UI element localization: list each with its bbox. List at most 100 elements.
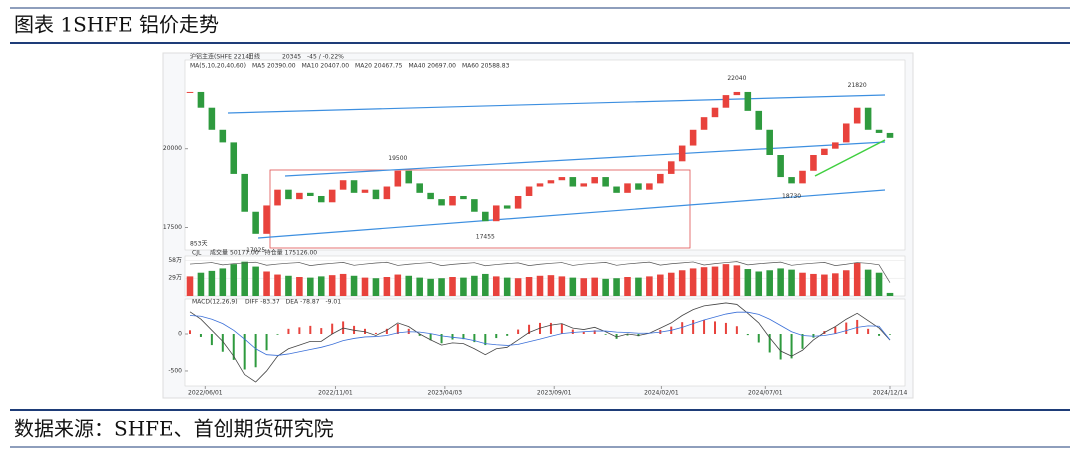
macd-bar	[582, 331, 585, 334]
volume-bar	[536, 275, 544, 296]
candle	[580, 183, 588, 187]
volume-bar	[755, 271, 763, 296]
volume-bar	[492, 276, 500, 296]
macd-bar	[681, 322, 684, 334]
legend-label: 成交量	[210, 249, 228, 257]
volume-bar	[208, 270, 216, 296]
volume-bar	[635, 277, 642, 296]
range-box	[269, 169, 691, 249]
candle	[263, 205, 270, 234]
macd-bar	[845, 322, 848, 334]
volume-bar	[361, 277, 369, 296]
volume-bar	[405, 275, 413, 296]
macd-bar	[331, 323, 334, 334]
volume-bar	[449, 277, 456, 296]
volume-bar	[241, 261, 248, 296]
macd-bar	[462, 334, 465, 340]
legend-label: MA40 20697.00	[409, 63, 457, 70]
x-tick-label: 2022/11/01	[318, 390, 353, 397]
candle	[842, 123, 850, 143]
x-tick-label: 2022/06/01	[188, 390, 223, 397]
volume-bar	[744, 269, 752, 296]
candle	[525, 186, 533, 196]
candle	[788, 177, 795, 184]
macd-bar	[703, 319, 706, 334]
volume-bar	[460, 277, 467, 296]
macd-bar	[396, 324, 399, 334]
candle	[832, 142, 839, 149]
price-panel	[184, 59, 906, 251]
macd-bar	[451, 334, 454, 340]
macd-bar	[320, 328, 323, 334]
volume-bar	[383, 277, 391, 296]
volume-bar	[580, 278, 588, 296]
volume-bar	[613, 278, 620, 296]
legend-value: 50177.00	[230, 250, 259, 257]
macd-bar	[254, 334, 257, 368]
legend-label: MA60 20588.83	[462, 63, 510, 70]
candle	[821, 148, 828, 155]
y-tick-label: 58万	[168, 257, 182, 264]
macd-bar	[189, 330, 191, 334]
note: 853天	[190, 241, 207, 248]
y-tick-label: 0	[178, 331, 182, 338]
volume-bar	[296, 277, 303, 296]
volume-bar	[558, 276, 566, 296]
volume-bar	[733, 265, 741, 296]
candle	[722, 95, 730, 108]
candle	[274, 189, 281, 206]
support-line	[814, 139, 886, 177]
macd-bar	[768, 334, 771, 353]
candle	[471, 199, 478, 212]
volume-bar	[678, 270, 686, 296]
candle	[208, 107, 216, 130]
macd-bar	[265, 334, 268, 351]
candle	[799, 170, 806, 184]
volume-bar	[427, 278, 434, 296]
volume-bar	[219, 268, 227, 296]
candle	[186, 91, 194, 93]
annotation: 17025	[246, 247, 265, 254]
macd-bar	[221, 334, 224, 352]
volume-bar	[689, 268, 697, 296]
macd-bar	[528, 324, 531, 334]
candle	[514, 195, 522, 209]
macd-bar	[889, 334, 891, 335]
legend-label: MA(5,10,20,40,60)	[190, 63, 246, 70]
candle	[744, 91, 752, 111]
macd-bar	[593, 330, 596, 334]
candle	[657, 173, 664, 184]
y-tick-label: 17500	[163, 224, 182, 231]
figure-title: 图表 1SHFE 铝价走势	[14, 13, 219, 37]
candle	[405, 170, 413, 184]
macd-bar	[506, 334, 509, 336]
macd-bar	[199, 334, 202, 337]
candle	[307, 192, 314, 196]
annotation: 18730	[782, 193, 801, 200]
x-tick-label: 2023/09/01	[537, 390, 572, 397]
macd-line	[189, 302, 891, 383]
panel-title: MACD(12,26,9)	[192, 299, 238, 306]
candle	[394, 170, 402, 187]
macd-bar	[276, 334, 279, 335]
volume-bar	[525, 277, 533, 296]
macd-bar	[878, 334, 881, 336]
candle	[700, 117, 708, 130]
volume-bar	[711, 266, 719, 296]
macd-bar	[834, 326, 837, 334]
macd-bar	[210, 334, 213, 346]
volume-bar	[646, 276, 653, 296]
macd-line	[189, 311, 891, 356]
macd-bar	[287, 328, 290, 334]
x-tick-label: 2023/04/03	[428, 390, 463, 397]
candle	[733, 91, 741, 96]
volume-bar	[274, 274, 281, 296]
volume-bar	[482, 273, 489, 296]
volume-bar	[657, 274, 664, 296]
legend-value: -83.37	[260, 299, 280, 306]
macd-bar	[746, 334, 749, 336]
macd-bar	[374, 332, 377, 334]
candle	[591, 177, 598, 184]
